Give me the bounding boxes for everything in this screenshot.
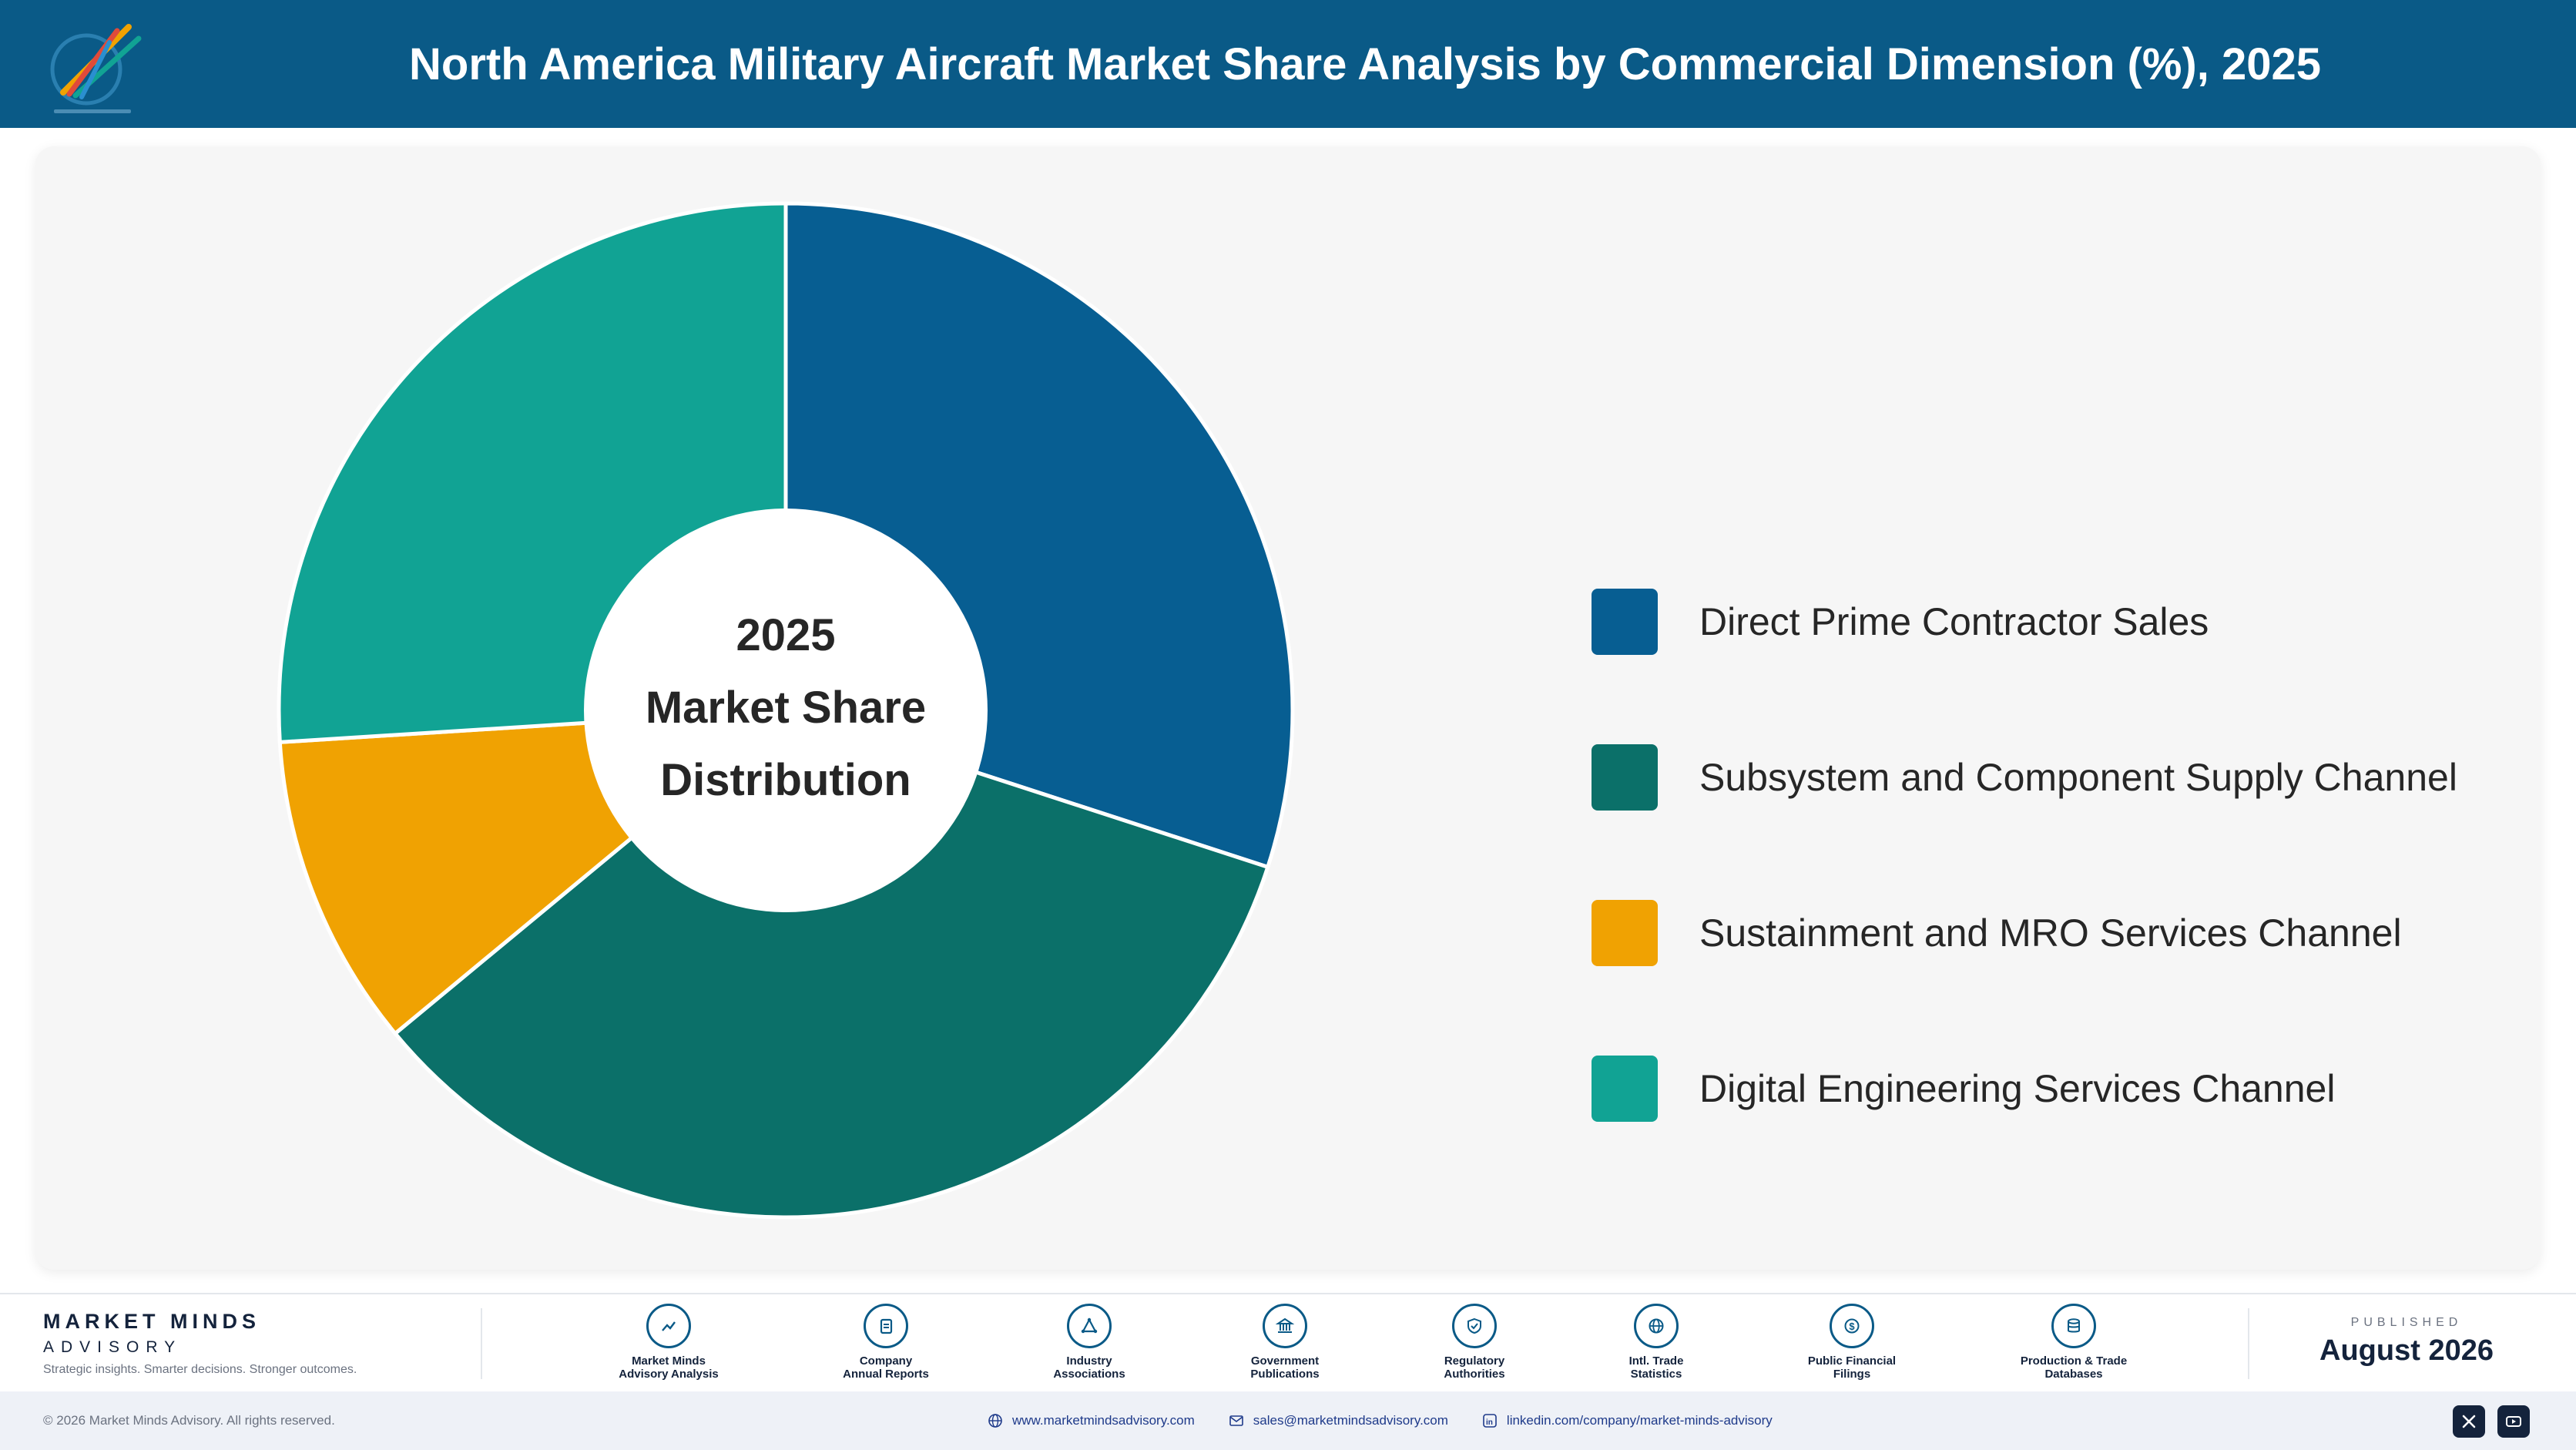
legend-label: Subsystem and Component Supply Channel: [1699, 756, 2457, 799]
linkedin-link[interactable]: in linkedin.com/company/market-minds-adv…: [1482, 1413, 1773, 1428]
source-item: Market Minds Advisory Analysis: [576, 1304, 761, 1381]
youtube-social-button[interactable]: [2497, 1405, 2530, 1438]
dollar-coin-icon: $: [1830, 1304, 1874, 1348]
center-label-line-3: Distribution: [660, 755, 911, 805]
source-label: Government Publications: [1250, 1354, 1320, 1381]
legend-label: Direct Prime Contractor Sales: [1699, 600, 2209, 643]
brand-subtitle: ADVISORY: [43, 1338, 183, 1356]
donut-hole: [584, 509, 988, 912]
svg-text:$: $: [1849, 1321, 1855, 1332]
source-item: Intl. Trade Statistics: [1564, 1304, 1749, 1381]
legend-swatch: [1592, 744, 1658, 811]
legend-label: Sustainment and MRO Services Channel: [1699, 911, 2402, 955]
youtube-icon: [2506, 1416, 2521, 1427]
government-building-icon: [1263, 1304, 1307, 1348]
x-icon: [2462, 1415, 2476, 1428]
brand-tagline: Strategic insights. Smarter decisions. S…: [43, 1363, 357, 1376]
published-info: PUBLISHED August 2026: [2306, 1316, 2507, 1368]
data-sources: Market Minds Advisory Analysis Company Annu…: [539, 1304, 2326, 1388]
x-social-button[interactable]: [2453, 1405, 2485, 1438]
website-link[interactable]: www.marketmindsadvisory.com: [988, 1413, 1195, 1428]
website-text: www.marketmindsadvisory.com: [1012, 1413, 1195, 1428]
shield-check-icon: [1452, 1304, 1497, 1348]
center-label-line-2: Market Share: [646, 683, 926, 733]
source-label: Market Minds Advisory Analysis: [619, 1354, 719, 1381]
donut-chart: 2025 Market Share Distribution: [277, 201, 1295, 1220]
legend-swatch: [1592, 900, 1658, 966]
source-item: Regulatory Authorities: [1382, 1304, 1567, 1381]
globe-icon: [988, 1414, 1002, 1428]
legend-item: Direct Prime Contractor Sales: [1592, 589, 2457, 655]
legend-item: Subsystem and Component Supply Channel: [1592, 744, 2457, 811]
linkedin-text: linkedin.com/company/market-minds-adviso…: [1506, 1413, 1773, 1428]
legend-label: Digital Engineering Services Channel: [1699, 1067, 2336, 1110]
source-label: Company Annual Reports: [843, 1354, 929, 1381]
company-logo: [50, 24, 142, 113]
bottom-bar: © 2026 Market Minds Advisory. All rights…: [0, 1391, 2576, 1450]
document-icon: [864, 1304, 908, 1348]
source-label: Intl. Trade Statistics: [1628, 1354, 1684, 1381]
email-text: sales@marketmindsadvisory.com: [1253, 1413, 1448, 1428]
source-label: Regulatory Authorities: [1444, 1354, 1505, 1381]
brand-name: MARKET MINDS: [43, 1310, 260, 1333]
footer-separator: [481, 1308, 482, 1379]
svg-text:in: in: [1486, 1418, 1493, 1427]
pie-slice-2: [392, 708, 1270, 1220]
footer: MARKET MINDS ADVISORY Strategic insights…: [0, 1294, 2576, 1391]
source-label: Industry Associations: [1053, 1354, 1125, 1381]
legend-item: Sustainment and MRO Services Channel: [1592, 900, 2457, 966]
source-item: $ Public Financial Filings: [1759, 1304, 1944, 1381]
source-label: Public Financial Filings: [1807, 1354, 1897, 1381]
chart-legend: Direct Prime Contractor Sales Subsystem a…: [1592, 589, 2457, 1211]
source-item: Government Publications: [1192, 1304, 1377, 1381]
linkedin-icon: in: [1483, 1414, 1497, 1428]
source-item: Company Annual Reports: [793, 1304, 978, 1381]
contact-links: www.marketmindsadvisory.com sales@market…: [988, 1391, 1806, 1450]
trend-chart-icon: [646, 1304, 691, 1348]
footer-separator: [2248, 1308, 2249, 1379]
network-icon: [1067, 1304, 1112, 1348]
footer-divider: [0, 1293, 2576, 1294]
database-icon: [2051, 1304, 2096, 1348]
published-label: PUBLISHED: [2350, 1316, 2463, 1329]
legend-swatch: [1592, 1056, 1658, 1122]
published-date: August 2026: [2319, 1334, 2494, 1367]
copyright-text: © 2026 Market Minds Advisory. All rights…: [43, 1413, 335, 1428]
globe-icon: [1634, 1304, 1679, 1348]
page-title: North America Military Aircraft Market S…: [409, 39, 2321, 89]
source-item: Production & Trade Databases: [1981, 1304, 2166, 1381]
footer-brand: MARKET MINDS ADVISORY Strategic insights…: [43, 1310, 357, 1377]
legend-swatch: [1592, 589, 1658, 655]
source-item: Industry Associations: [997, 1304, 1182, 1381]
mail-icon: [1229, 1415, 1243, 1426]
legend-item: Digital Engineering Services Channel: [1592, 1056, 2457, 1122]
email-link[interactable]: sales@marketmindsadvisory.com: [1229, 1413, 1448, 1428]
chart-card: 2025 Market Share Distribution Direct Prim…: [35, 146, 2541, 1270]
center-label-line-1: 2025: [736, 610, 835, 660]
source-label: Production & Trade Databases: [2020, 1354, 2128, 1381]
header-bar: North America Military Aircraft Market S…: [0, 0, 2576, 128]
